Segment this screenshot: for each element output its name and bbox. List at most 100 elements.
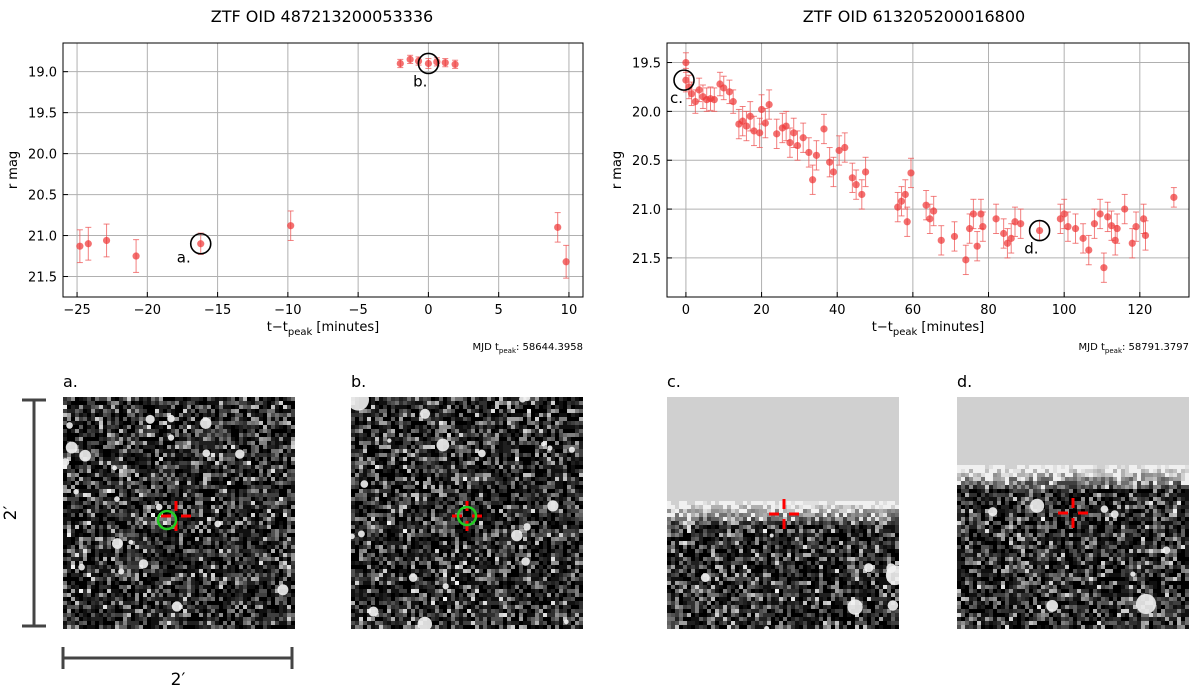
data-point — [710, 87, 718, 112]
x-tick-label: 5 — [495, 303, 503, 318]
point-marker — [1141, 231, 1150, 240]
star-blob — [547, 500, 559, 512]
point-marker — [1071, 225, 1080, 233]
mjd-peak-note: MJD tpeak: 58791.3797 — [1079, 342, 1189, 355]
star-blob — [419, 408, 431, 419]
cutout-pixels — [359, 397, 583, 629]
y-tick-label: 20.5 — [28, 189, 57, 204]
x-tick-label: 40 — [829, 303, 846, 318]
point-marker — [424, 59, 433, 68]
point-marker — [757, 105, 766, 114]
data-point — [861, 156, 870, 188]
plot-frame — [666, 42, 1190, 298]
point-marker — [685, 83, 693, 91]
point-marker — [1113, 225, 1121, 233]
star-blob — [360, 480, 369, 488]
vertical-scalebar — [22, 398, 46, 628]
cutout-pixels — [957, 469, 1181, 629]
data-point — [1121, 193, 1129, 225]
data-point — [773, 118, 781, 150]
data-point — [922, 190, 930, 221]
data-point — [848, 162, 856, 193]
point-marker — [973, 242, 981, 250]
point-marker — [858, 190, 866, 199]
point-marker — [396, 59, 404, 68]
point-marker — [979, 223, 987, 231]
point-marker — [729, 98, 737, 106]
data-point — [1096, 198, 1104, 230]
cutout-pixels — [667, 521, 899, 629]
x-tick-label: 10 — [561, 303, 578, 318]
data-point — [562, 244, 570, 279]
data-point — [750, 115, 758, 147]
mjd-peak-note: MJD tpeak: 58644.3958 — [473, 342, 583, 355]
data-point — [756, 117, 764, 149]
star-blob — [521, 557, 530, 566]
data-point — [695, 77, 703, 103]
point-marker — [197, 240, 205, 248]
star-blob — [73, 489, 79, 495]
y-axis-label: r mag — [610, 151, 625, 189]
point-marker — [742, 122, 751, 130]
green-circle-marker — [456, 505, 478, 527]
point-marker — [966, 225, 974, 233]
y-tick-label: 20.0 — [28, 148, 57, 163]
data-point — [424, 58, 433, 69]
point-marker — [1170, 193, 1178, 201]
x-tick-label: −5 — [349, 303, 368, 318]
point-marker — [687, 90, 696, 98]
star-blob — [65, 441, 78, 454]
point-marker — [562, 258, 570, 266]
star-blob — [519, 397, 527, 403]
cutout-pixels — [351, 397, 583, 629]
data-point — [829, 156, 838, 188]
cutout-image-c — [667, 397, 899, 629]
y-tick-label: 20.0 — [632, 105, 661, 120]
data-point — [1011, 206, 1019, 237]
point-marker — [765, 100, 773, 109]
star-blob — [200, 417, 212, 429]
point-marker — [793, 141, 802, 150]
cutout-pixels — [351, 397, 583, 629]
point-marker — [829, 168, 838, 176]
star-blob — [387, 438, 392, 443]
data-point — [841, 132, 849, 163]
data-point — [1132, 211, 1140, 242]
data-point — [907, 157, 915, 189]
cutout-image-b — [351, 397, 583, 629]
data-point — [786, 127, 794, 158]
data-point — [852, 169, 860, 200]
point-marker — [1107, 222, 1116, 230]
data-point — [197, 232, 205, 255]
star-blob — [568, 446, 575, 453]
star-blob — [138, 559, 149, 569]
point-marker — [441, 59, 449, 67]
point-marker — [1085, 246, 1093, 254]
scale-bars: 2′ 2′ — [1, 398, 294, 688]
plot-frame — [62, 42, 584, 298]
cutout-label-a: a. — [63, 372, 78, 391]
data-point — [1017, 208, 1025, 239]
point-marker — [1003, 239, 1012, 247]
point-marker — [1017, 220, 1025, 228]
cutout-pixels — [63, 397, 295, 629]
star-blob — [540, 441, 546, 447]
x-tick-label: 0 — [424, 303, 432, 318]
data-point — [1071, 213, 1080, 244]
star-blob — [1030, 498, 1045, 513]
cutout-pixels — [63, 397, 295, 629]
data-point — [809, 164, 817, 195]
x-tick-label: −15 — [204, 303, 231, 318]
point-marker — [969, 210, 977, 218]
cutout-pixels — [667, 517, 899, 629]
x-tick-label: 120 — [1127, 303, 1152, 318]
data-point — [691, 89, 699, 114]
data-point — [1056, 203, 1064, 234]
data-point — [820, 113, 828, 145]
cutout-label-d: d. — [957, 372, 973, 391]
point-marker — [790, 129, 798, 137]
chart-left: ZTF OID 487213200053336 −25 −20 −15 −10 −5 0 5… — [6, 7, 584, 355]
point-marker — [750, 127, 758, 135]
cutout-pixels — [957, 469, 1185, 625]
cutout-pixels — [957, 465, 1189, 521]
